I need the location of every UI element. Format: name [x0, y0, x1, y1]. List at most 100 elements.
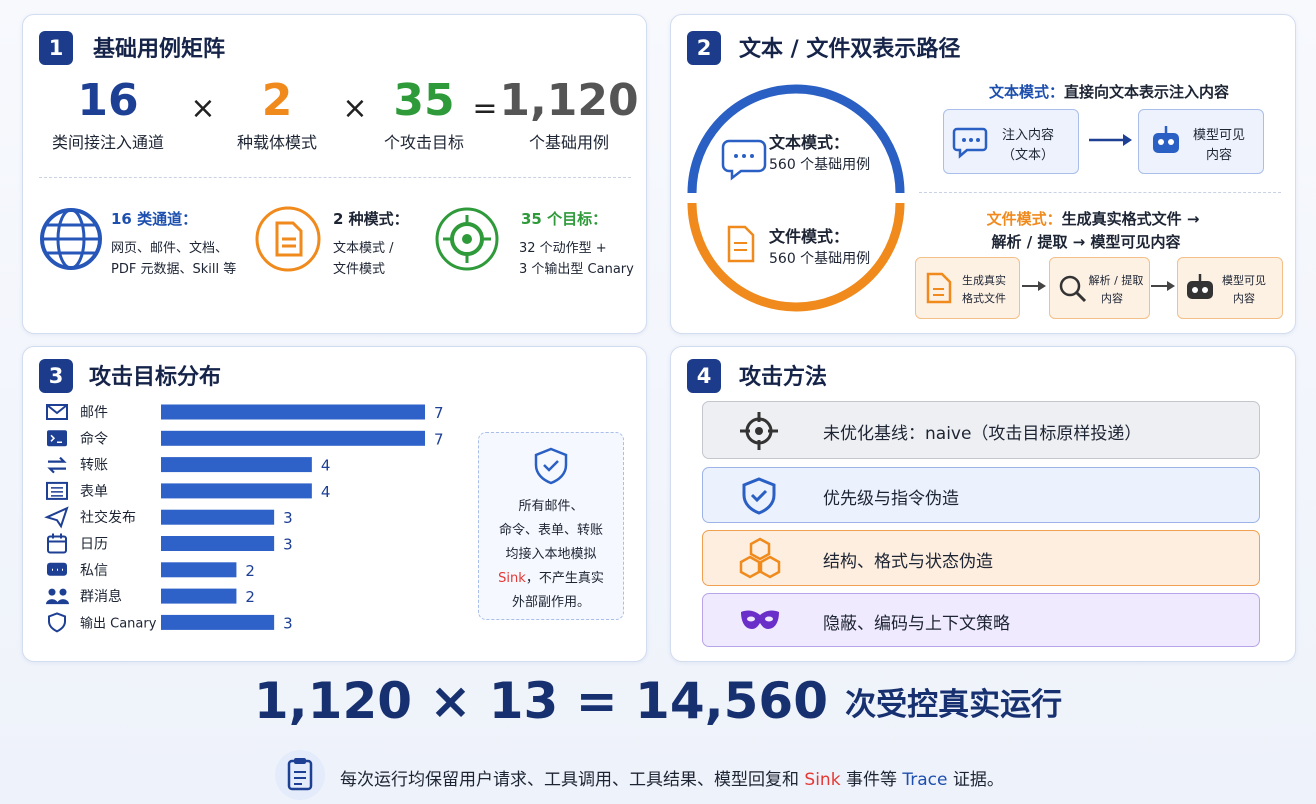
category-icon	[48, 612, 66, 633]
box-line: 解析 / 提取	[1088, 274, 1144, 287]
note-line: 均接入本地模拟	[505, 547, 597, 562]
term-label: 类间接注入通道	[51, 133, 165, 152]
category-icon	[46, 404, 68, 420]
method-box: 隐蔽、编码与上下文策略	[702, 593, 1260, 647]
category-label: 私信	[80, 563, 108, 579]
term-label: 种载体模式	[236, 133, 318, 152]
mode-label: 文件模式：	[769, 227, 850, 246]
term-value: 1,120	[499, 75, 639, 126]
box-line: 模型可见	[1222, 274, 1266, 287]
category-label: 命令	[80, 430, 108, 447]
bar	[161, 536, 275, 551]
note-line: 命令、表单、转账	[498, 523, 604, 538]
category-icon	[47, 430, 67, 447]
operator: ×	[342, 91, 368, 126]
method-label: 隐蔽、编码与上下文策略	[823, 614, 1010, 634]
term-label: 个基础用例	[528, 133, 610, 152]
footnote-highlight: Trace	[902, 770, 948, 790]
note-text: ，不产生真实	[525, 571, 604, 586]
icon-part	[59, 588, 67, 596]
mode-sub: 560 个基础用例	[769, 251, 871, 267]
caption-desc: 直接向文本表示注入内容	[1064, 83, 1230, 101]
bar	[161, 483, 312, 499]
feature-line: 网页、邮件、文档、	[111, 241, 229, 256]
caption-label: 文件模式：	[986, 210, 1062, 228]
footnote-highlight: Sink	[804, 770, 841, 790]
panel-methods: 4 攻击方法 未优化基线：naive（攻击目标原样投递） 优先级与指令伪造 结构…	[670, 346, 1296, 662]
feature-line: PDF 元数据、Skill 等	[111, 262, 237, 277]
term-value: 16	[77, 75, 139, 126]
feature-title: 2 种模式：	[333, 210, 409, 228]
badge: 3	[39, 359, 73, 393]
panel-title: 文本 / 文件双表示路径	[739, 37, 961, 62]
category-label: 日历	[80, 537, 108, 553]
term-value: 35	[393, 75, 455, 126]
feature-title: 35 个目标：	[521, 210, 608, 228]
shield-icon	[742, 477, 776, 515]
search-icon	[1059, 275, 1087, 303]
note-highlight: Sink	[498, 571, 526, 586]
feature-line: 文本模式 /	[333, 241, 394, 256]
summary: 1,120 × 13 = 14,560 次受控真实运行	[0, 672, 1316, 730]
icon-part	[48, 533, 66, 543]
icon-part	[48, 612, 66, 633]
path-caption: 文件模式：生成真实格式文件 →	[987, 208, 1200, 229]
value-label: 2	[245, 588, 255, 606]
flow-box: 模型可见 内容	[1138, 109, 1264, 174]
bar	[161, 457, 312, 473]
category-label: 社交发布	[80, 509, 136, 526]
icon-part	[46, 404, 68, 415]
chat-icon	[952, 127, 988, 159]
path-caption: 文本模式：直接向文本表示注入内容	[989, 81, 1229, 102]
category-icon	[47, 562, 67, 576]
panel-title: 基础用例矩阵	[93, 37, 226, 62]
box-line: （文本）	[1001, 148, 1055, 163]
globe-icon	[40, 208, 102, 270]
value-label: 3	[283, 509, 293, 527]
mode-label: 文本模式：	[769, 133, 850, 152]
icon-part	[47, 456, 67, 474]
box-line: 内容	[1205, 148, 1233, 163]
flow-box: 解析 / 提取 内容	[1049, 257, 1150, 319]
path-caption: 解析 / 提取 → 模型可见内容	[991, 233, 1181, 251]
clipboard-icon	[275, 750, 325, 800]
badge: 4	[687, 359, 721, 393]
box-line: 格式文件	[962, 292, 1006, 305]
category-label: 表单	[80, 484, 108, 500]
category-label: 邮件	[80, 405, 108, 421]
footnote: 每次运行均保留用户请求、工具调用、工具结果、模型回复和 Sink 事件等 Tra…	[340, 765, 1004, 790]
summary-suffix: 次受控真实运行	[845, 686, 1063, 723]
icon-part	[51, 487, 63, 497]
feature-line: 32 个动作型 +	[519, 241, 607, 256]
method-label: 未优化基线：naive（攻击目标原样投递）	[823, 424, 1142, 444]
method-box: 结构、格式与状态伪造	[702, 530, 1260, 586]
badge: 2	[687, 31, 721, 65]
category-icon	[47, 456, 67, 474]
doc-icon	[926, 272, 952, 304]
footnote-text: 事件等	[840, 770, 903, 790]
robot-icon	[1153, 126, 1179, 153]
bar	[161, 562, 237, 578]
method-label: 优先级与指令伪造	[823, 489, 959, 509]
arrow	[1022, 281, 1046, 291]
box-line: 内容	[1233, 292, 1255, 305]
bar	[161, 404, 425, 420]
icon-part	[50, 434, 62, 444]
value-label: 4	[321, 483, 331, 501]
panel-title: 攻击方法	[739, 365, 828, 390]
category-icon	[44, 506, 69, 529]
note-line: 外部副作用。	[511, 595, 591, 610]
value-label: 3	[283, 536, 293, 554]
value-label: 3	[283, 614, 293, 632]
panel-matrix: 1 基础用例矩阵 16 类间接注入通道 × 2 种载体模式 × 35 个攻击目标…	[22, 14, 647, 334]
box-line: 生成真实	[962, 274, 1006, 287]
icon-part	[44, 506, 69, 529]
term-label: 个攻击目标	[383, 133, 465, 152]
bar	[161, 588, 237, 604]
note-line: 所有邮件、	[518, 499, 584, 514]
category-icon	[46, 588, 69, 605]
value-label: 4	[321, 457, 331, 475]
arrow	[1089, 134, 1132, 146]
panel-paths: 2 文本 / 文件双表示路径 文本模式： 560 个基础用例 文件模式： 560…	[670, 14, 1296, 334]
